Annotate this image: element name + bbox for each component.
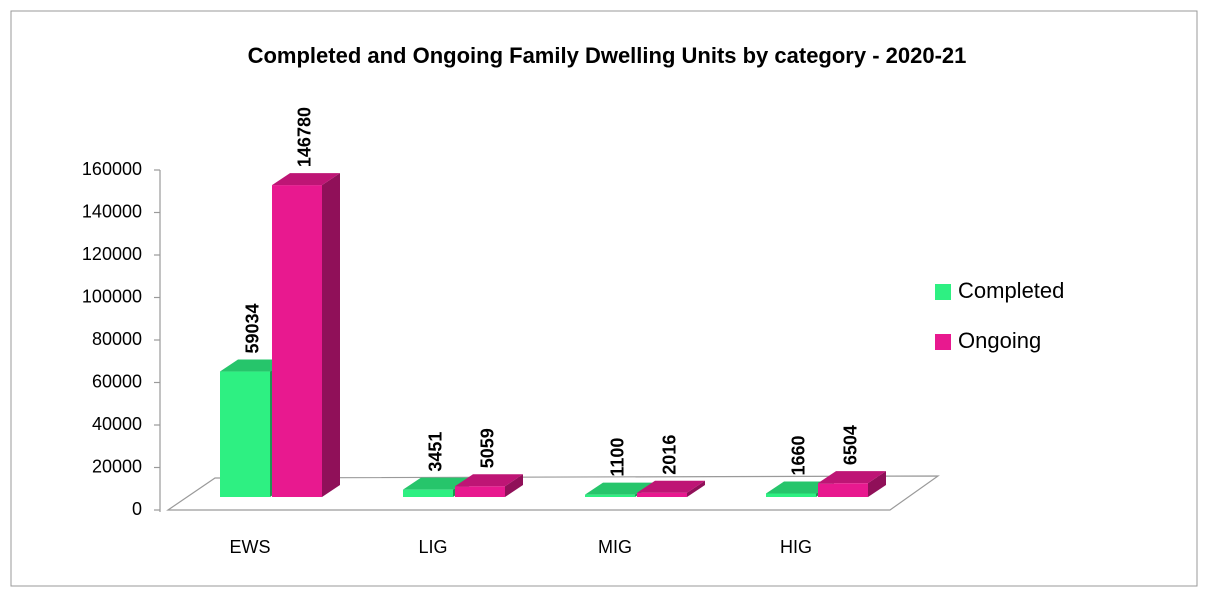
bar-top [585,482,653,495]
y-tick-label: 140000 [82,201,142,221]
bar-side [505,474,523,497]
y-tick-label: 20000 [92,456,142,476]
bar-front [585,494,635,497]
x-tick-label: MIG [598,537,632,557]
legend-label: Ongoing [958,328,1041,353]
bar-front [220,371,270,497]
data-label: 146780 [295,107,315,167]
bar-front [272,185,322,497]
legend-swatch [935,334,951,350]
y-tick-label: 120000 [82,244,142,264]
bar-front [455,486,505,497]
bar-front [403,489,453,497]
bar-top [220,359,288,372]
data-label: 3451 [426,432,446,472]
bar-top [766,481,834,494]
data-label: 1100 [608,438,628,477]
chart-title: Completed and Ongoing Family Dwelling Un… [248,43,967,68]
bar-top [818,471,886,484]
y-tick-label: 0 [132,499,142,519]
data-label: 6504 [841,425,861,465]
x-tick-label: LIG [418,537,447,557]
floor [166,475,940,511]
bar-top [455,474,523,487]
data-label: 1660 [789,435,809,475]
y-tick-label: 40000 [92,414,142,434]
y-tick-label: 80000 [92,329,142,349]
bar-front [766,493,816,497]
legend-swatch [935,284,951,300]
x-tick-label: HIG [780,537,812,557]
bar-top [272,173,340,186]
bar-side [868,471,886,497]
bar-top [403,477,471,490]
bar-front [818,483,868,497]
y-tick-label: 160000 [82,159,142,179]
y-tick-label: 60000 [92,371,142,391]
data-label: 5059 [478,428,498,468]
bar-side [687,480,705,497]
legend-label: Completed [958,278,1064,303]
bar-top [637,480,705,493]
data-label: 2016 [660,435,680,475]
x-tick-label: EWS [229,537,270,557]
bar-side [322,173,340,497]
bar-front [637,492,687,497]
data-label: 59034 [243,303,263,353]
y-tick-label: 100000 [82,286,142,306]
